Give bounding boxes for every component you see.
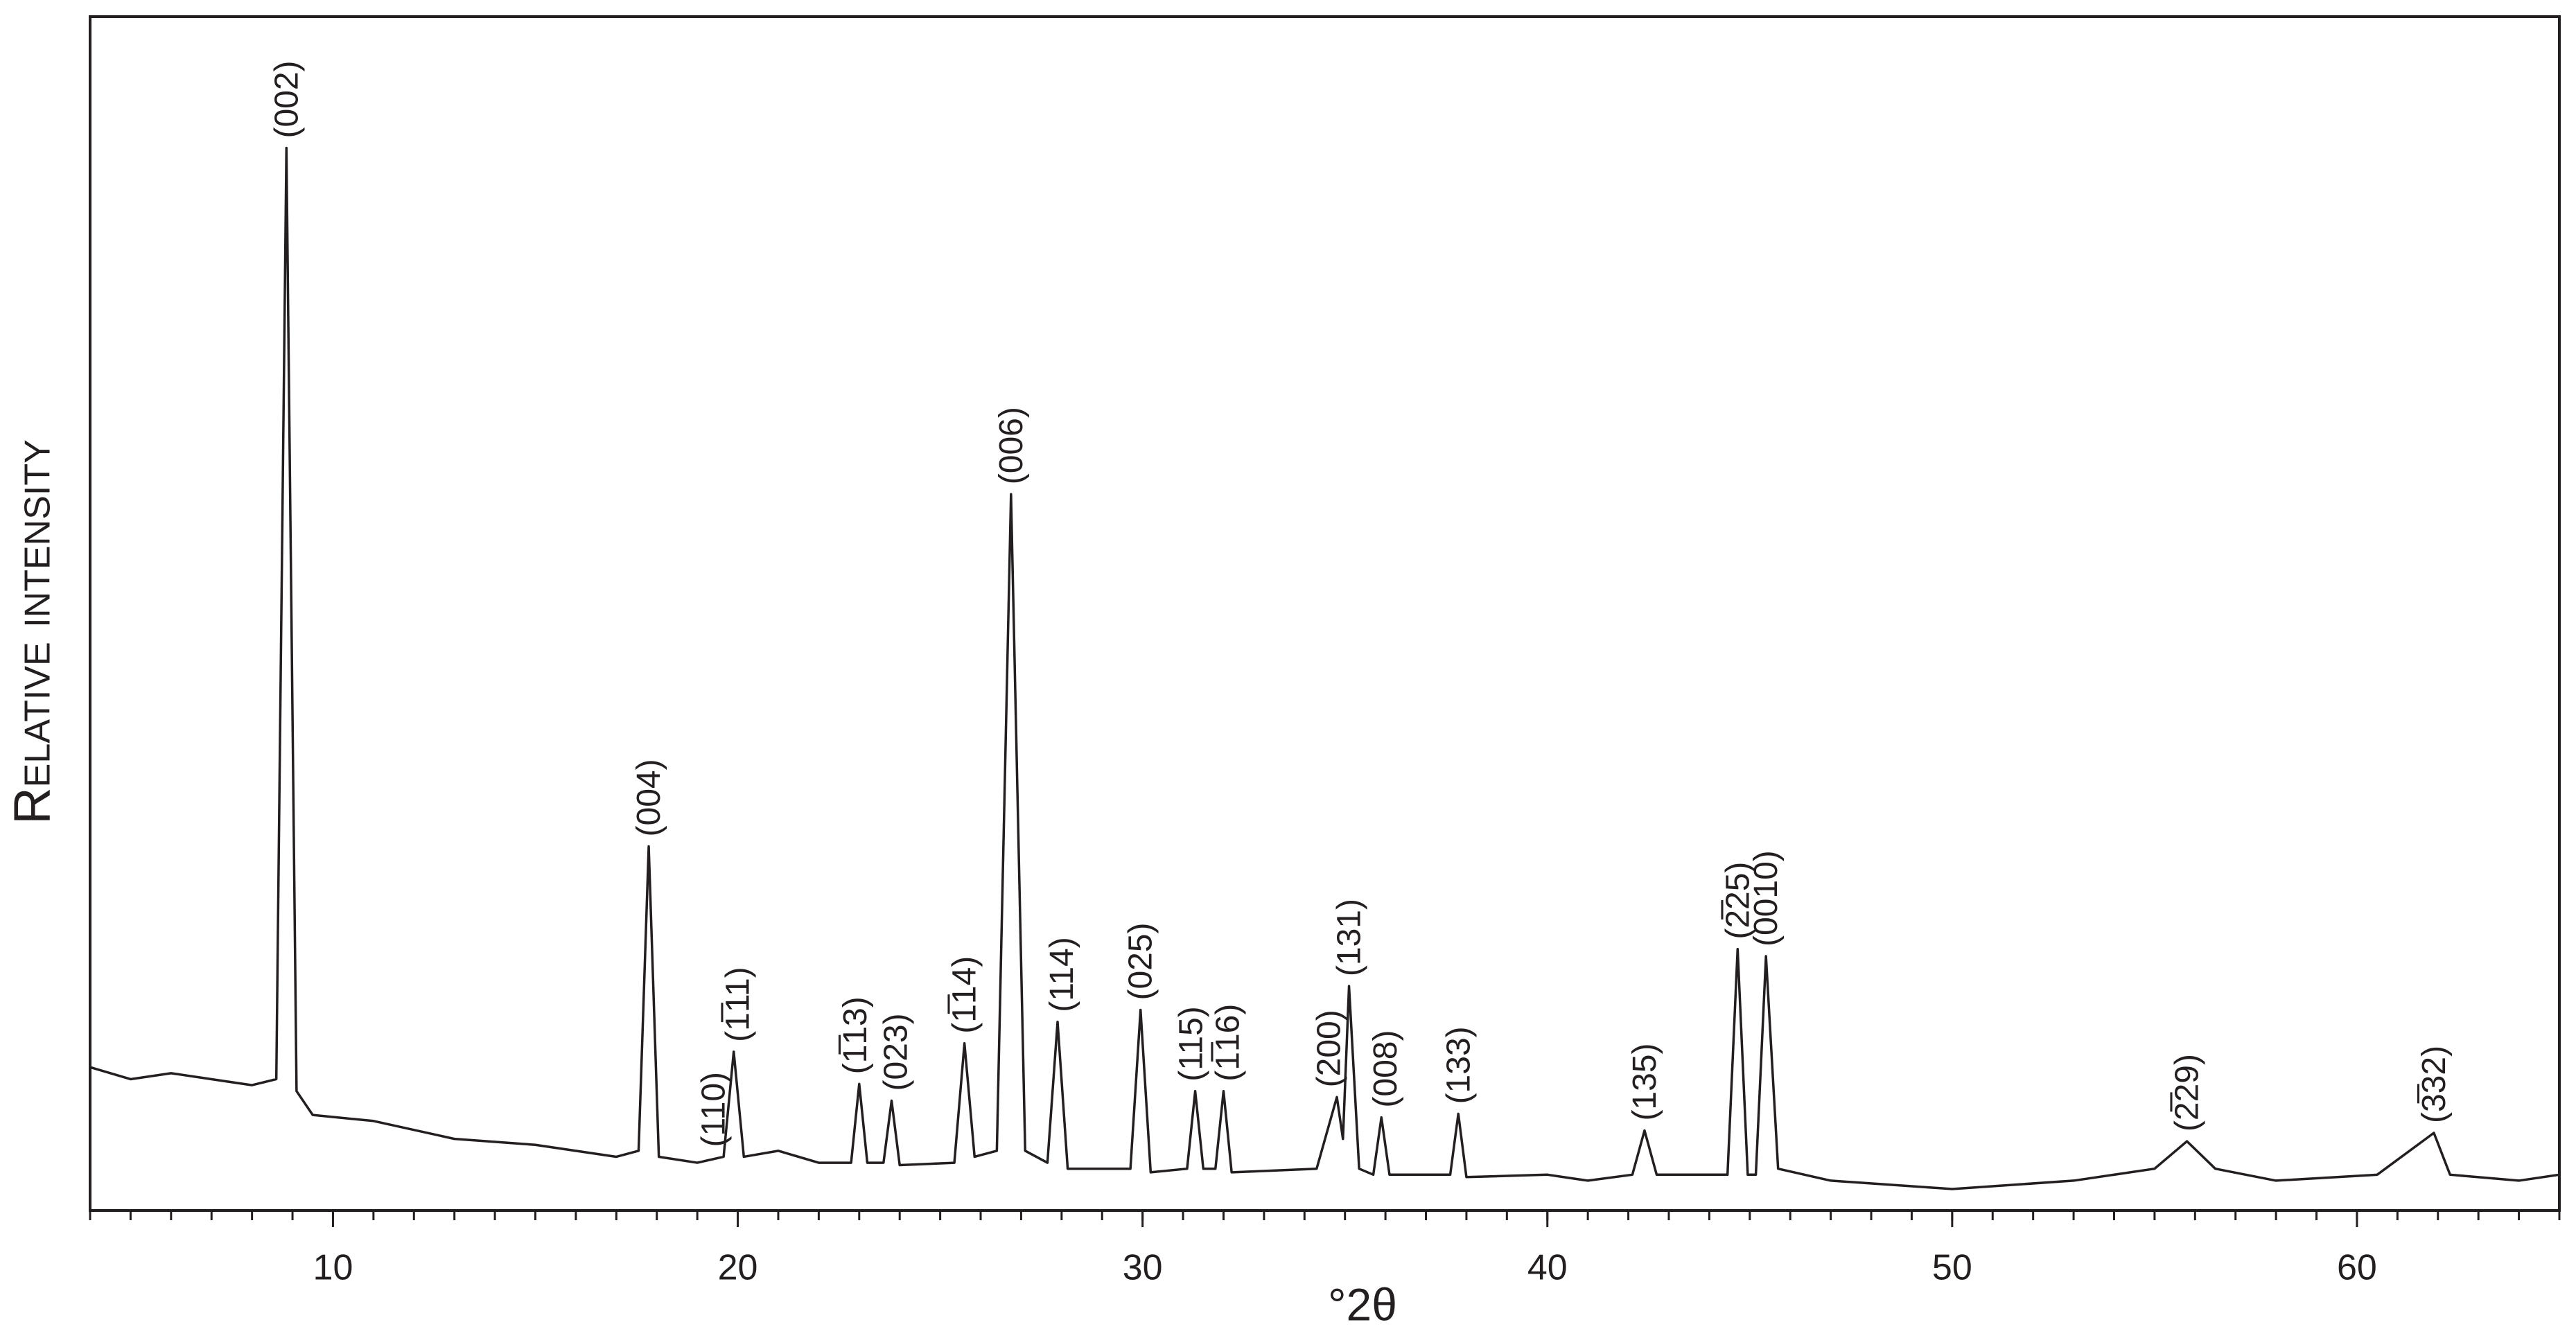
peak-label: (114) (1044, 937, 1080, 1012)
peak-label: (025) (1123, 922, 1159, 1000)
peak-label: (3̅32) (2416, 1046, 2453, 1123)
peak-label: (006) (993, 407, 1030, 484)
peak-label: (2̅25) (1719, 862, 1756, 940)
peak-label: (115) (1173, 1006, 1210, 1082)
peak-label: (110) (696, 1072, 733, 1147)
peak-label: (008) (1367, 1030, 1404, 1108)
peak-label: (004) (631, 759, 667, 836)
peak-label: (135) (1627, 1043, 1663, 1120)
peak-label: (2̅29) (2169, 1054, 2206, 1132)
x-axis-title: °2θ (1328, 1278, 1397, 1330)
x-tick-label: 50 (1932, 1248, 1972, 1288)
data-line (89, 146, 2560, 1190)
peak-label: (1̅14) (947, 956, 983, 1034)
peak-label: (1̅13) (837, 996, 874, 1074)
x-tick-label: 20 (718, 1248, 758, 1288)
peak-label: (1̅16) (1209, 1004, 1246, 1082)
y-axis-title: Relative intensity (3, 439, 61, 825)
peak-label: (131) (1331, 899, 1368, 976)
peak-label: (200) (1311, 1010, 1347, 1087)
x-tick-label: 40 (1527, 1248, 1568, 1288)
plot-frame (89, 15, 2561, 1212)
peak-label: (002) (268, 60, 305, 138)
peak-label: (1̅11) (720, 967, 757, 1042)
x-tick-label: 10 (313, 1248, 353, 1288)
peak-label: (0010) (1748, 850, 1785, 947)
x-tick-label: 60 (2337, 1248, 2377, 1288)
peak-label: (023) (877, 1013, 914, 1091)
x-tick-label: 30 (1123, 1248, 1163, 1288)
peak-label: (133) (1440, 1026, 1477, 1104)
